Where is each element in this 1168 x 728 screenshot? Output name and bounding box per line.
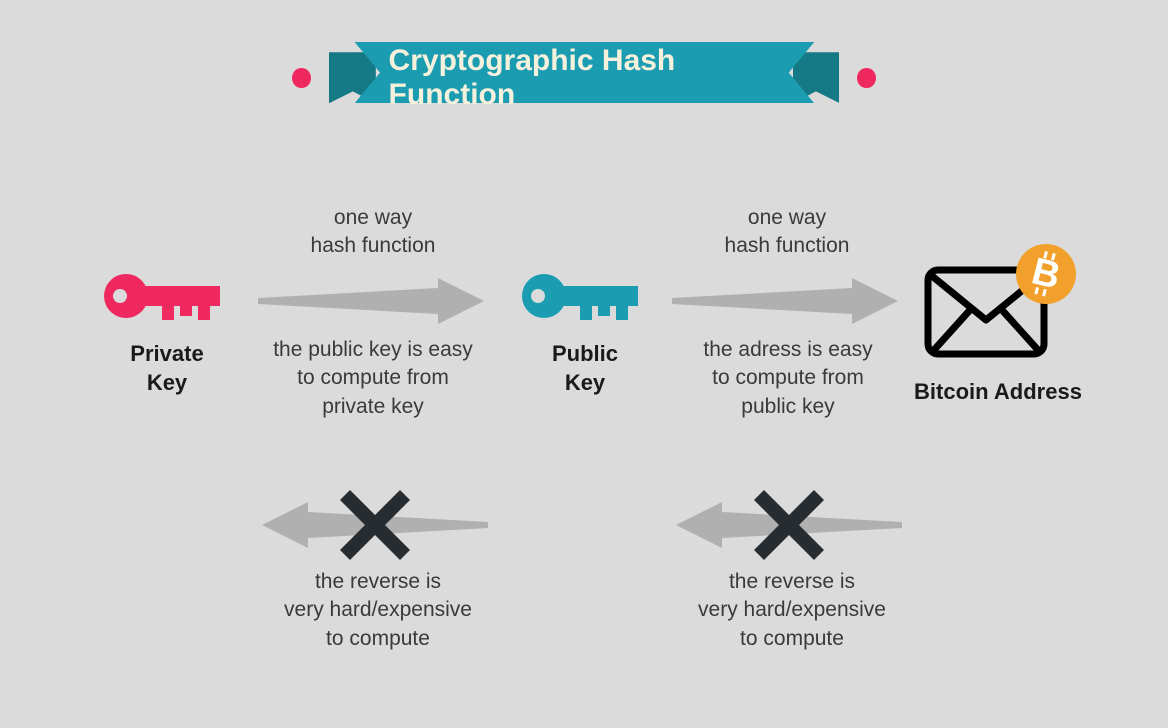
title-banner: Cryptographic Hash Function	[292, 42, 876, 114]
forward-top-text-2: one wayhash function	[682, 204, 892, 261]
forward-top-text-1: one wayhash function	[268, 204, 478, 261]
private-key-node: PrivateKey	[92, 266, 242, 397]
private-key-label: PrivateKey	[130, 340, 203, 397]
accent-dot-left	[292, 68, 311, 88]
key-icon	[102, 266, 232, 326]
bitcoin-address-node: B Bitcoin Address	[898, 244, 1098, 407]
forward-desc-1: the public key is easyto compute frompri…	[250, 336, 496, 421]
banner-title: Cryptographic Hash Function	[389, 44, 780, 112]
reverse-text-2: the reverse isvery hard/expensiveto comp…	[674, 568, 910, 653]
key-icon	[520, 266, 650, 326]
forward-desc-2: the adress is easyto compute frompublic …	[668, 336, 908, 421]
cross-icon-1	[340, 490, 410, 565]
cross-icon-2	[754, 490, 824, 565]
public-key-label: PublicKey	[552, 340, 618, 397]
bitcoin-address-label: Bitcoin Address	[914, 378, 1082, 407]
banner-ribbon: Cryptographic Hash Function	[329, 42, 840, 114]
forward-arrow-2	[672, 276, 902, 331]
accent-dot-right	[857, 68, 876, 88]
reverse-text-1: the reverse isvery hard/expensiveto comp…	[260, 568, 496, 653]
public-key-node: PublicKey	[510, 266, 660, 397]
envelope-bitcoin-icon: B	[918, 244, 1078, 364]
forward-arrow-1	[258, 276, 488, 331]
